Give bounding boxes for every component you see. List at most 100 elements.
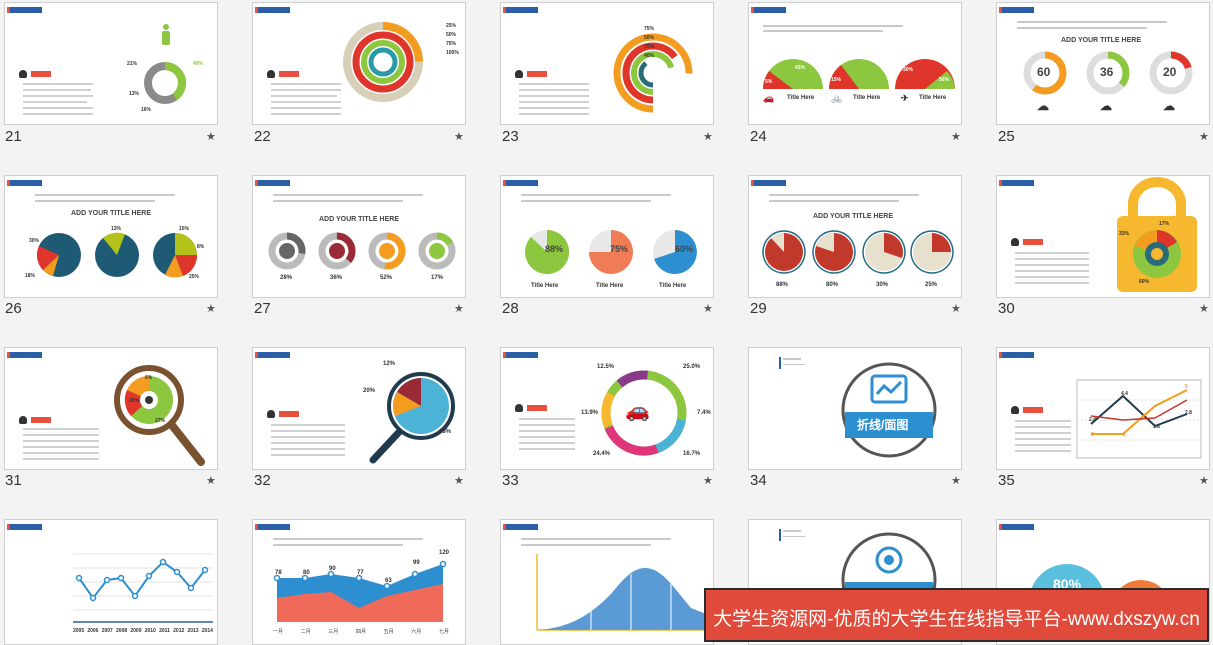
cloud-icon: ☁: [1100, 99, 1112, 113]
slide-thumb-25[interactable]: ADD YOUR TITLE HERE 60 36 20 ☁ ☁ ☁: [996, 2, 1210, 125]
header-tag: [999, 180, 1034, 186]
axis-label: 七月: [438, 629, 449, 635]
axis-label: 六月: [411, 629, 422, 635]
slide-thumb-23[interactable]: 75% 50% 70% 40%: [500, 2, 714, 125]
slide-thumb-34[interactable]: 折线/面图: [748, 347, 962, 470]
slide-thumb-27[interactable]: ADD YOUR TITLE HERE 28% 36% 52% 17%: [252, 175, 466, 298]
header-tag: [503, 180, 538, 186]
label-tag: [279, 411, 299, 417]
section-icon-circle: [841, 362, 937, 458]
slide-thumb-26[interactable]: ADD YOUR TITLE HERE 30% 13% 15% 8% 18% 2…: [4, 175, 218, 298]
axis-label: 2010: [144, 628, 156, 634]
slide-thumb-36[interactable]: 2005 2006 2007 2008 2009 2010 2011 2012 …: [4, 519, 218, 645]
ring-chart: [343, 22, 423, 102]
slide-number: 26: [5, 300, 22, 317]
label: 25%: [446, 23, 457, 29]
label: 52%: [380, 275, 393, 281]
axis-label: 2014: [201, 628, 213, 634]
star-icon[interactable]: ★: [951, 131, 961, 143]
slide-thumb-32[interactable]: 12% 20% 68%: [252, 347, 466, 470]
star-icon[interactable]: ★: [951, 303, 961, 315]
label-tag: [1023, 407, 1043, 413]
slide-number: 35: [998, 472, 1015, 489]
label: 50%: [446, 32, 457, 38]
slide-title: ADD YOUR TITLE HERE: [71, 210, 151, 217]
slide-thumb-28[interactable]: 88% 75% 60% Title Here Title Here Title …: [500, 175, 714, 298]
slide-number: 25: [998, 128, 1015, 145]
label-tag: [279, 71, 299, 77]
section-title: 折线/面图: [857, 418, 909, 432]
slide-number: 24: [750, 128, 767, 145]
magnifier-chart: [114, 365, 205, 466]
label: 25.0%: [683, 364, 701, 370]
label: 2.8: [1185, 410, 1192, 416]
label: 100%: [446, 50, 459, 56]
slide-thumb-35[interactable]: 4.4 2.4 5 2.8 2 2 1.8: [996, 347, 1210, 470]
axis-label: 2008: [116, 628, 128, 634]
star-icon[interactable]: ★: [951, 475, 961, 487]
header-tag: [7, 352, 42, 358]
person-badge-icon: [515, 404, 523, 412]
star-icon[interactable]: ★: [703, 131, 713, 143]
slide-number: 31: [5, 472, 22, 489]
star-icon[interactable]: ★: [206, 475, 216, 487]
label: 88%: [776, 282, 789, 288]
slide-thumb-38[interactable]: [500, 519, 714, 645]
label: 25%: [189, 274, 200, 280]
star-icon[interactable]: ★: [1199, 303, 1209, 315]
label: 50%: [939, 77, 950, 83]
axis-label: 2009: [130, 628, 142, 634]
label-tag: [527, 71, 547, 77]
slide-thumb-33[interactable]: 🚗 12.5% 25.0% 13.9% 7.4% 24.4% 16.7%: [500, 347, 714, 470]
label: 8%: [197, 244, 205, 250]
label: 30%: [903, 67, 914, 73]
cloud-icon: ☁: [1037, 99, 1049, 113]
label: 17%: [431, 275, 444, 281]
label: 28%: [280, 275, 293, 281]
label: 20: [1163, 65, 1177, 79]
label: 40%: [644, 53, 655, 59]
header-tag: [503, 352, 538, 358]
person-badge-icon: [19, 70, 27, 78]
cloud-icon: ☁: [1163, 99, 1175, 113]
label: 50%: [644, 35, 655, 41]
star-icon[interactable]: ★: [206, 303, 216, 315]
label: 33%: [1119, 231, 1130, 237]
label: 7.4%: [697, 410, 711, 416]
label-tag: [31, 417, 51, 423]
label: Title Here: [787, 95, 815, 101]
slide-thumb-37[interactable]: 78 80 90 77 63 99 120 一月 二月 三月 四月 五月 六月 …: [252, 519, 466, 645]
person-badge-icon: [1011, 238, 1019, 246]
slide-thumb-30[interactable]: 17% 33% 60%: [996, 175, 1210, 298]
star-icon[interactable]: ★: [1199, 475, 1209, 487]
header-tag: [751, 7, 786, 13]
slide-thumb-24[interactable]: 5% 41% 15% 30% 50% 🚗 Title Here 🚲 Title …: [748, 2, 962, 125]
axis-label: 五月: [383, 629, 394, 635]
slide-thumb-22[interactable]: 25% 50% 75% 100%: [252, 2, 466, 125]
slide-number: 32: [254, 472, 271, 489]
star-icon[interactable]: ★: [454, 475, 464, 487]
car-icon: 🚗: [763, 93, 775, 103]
data-label: 77: [357, 570, 364, 576]
label: 88%: [545, 244, 564, 254]
pie-row: [762, 230, 954, 274]
header-tag: [7, 524, 42, 530]
header-tag: [999, 7, 1034, 13]
star-icon[interactable]: ★: [206, 131, 216, 143]
star-icon[interactable]: ★: [454, 131, 464, 143]
label: 16%: [141, 107, 152, 113]
star-icon[interactable]: ★: [1199, 131, 1209, 143]
star-icon[interactable]: ★: [703, 475, 713, 487]
label: 5: [1185, 384, 1188, 390]
star-icon[interactable]: ★: [454, 303, 464, 315]
label: 60%: [1139, 279, 1150, 285]
donut-chart: [144, 62, 186, 104]
slide-thumb-21[interactable]: 40% 21% 13% 16%: [4, 2, 218, 125]
pie-row: [525, 229, 697, 274]
bike-icon: 🚲: [831, 93, 843, 103]
label: 68%: [439, 429, 452, 435]
star-icon[interactable]: ★: [703, 303, 713, 315]
label: Title Here: [853, 95, 881, 101]
slide-thumb-31[interactable]: 37% 6% 20%: [4, 347, 218, 470]
slide-thumb-29[interactable]: ADD YOUR TITLE HERE 88% 80% 30% 25%: [748, 175, 962, 298]
